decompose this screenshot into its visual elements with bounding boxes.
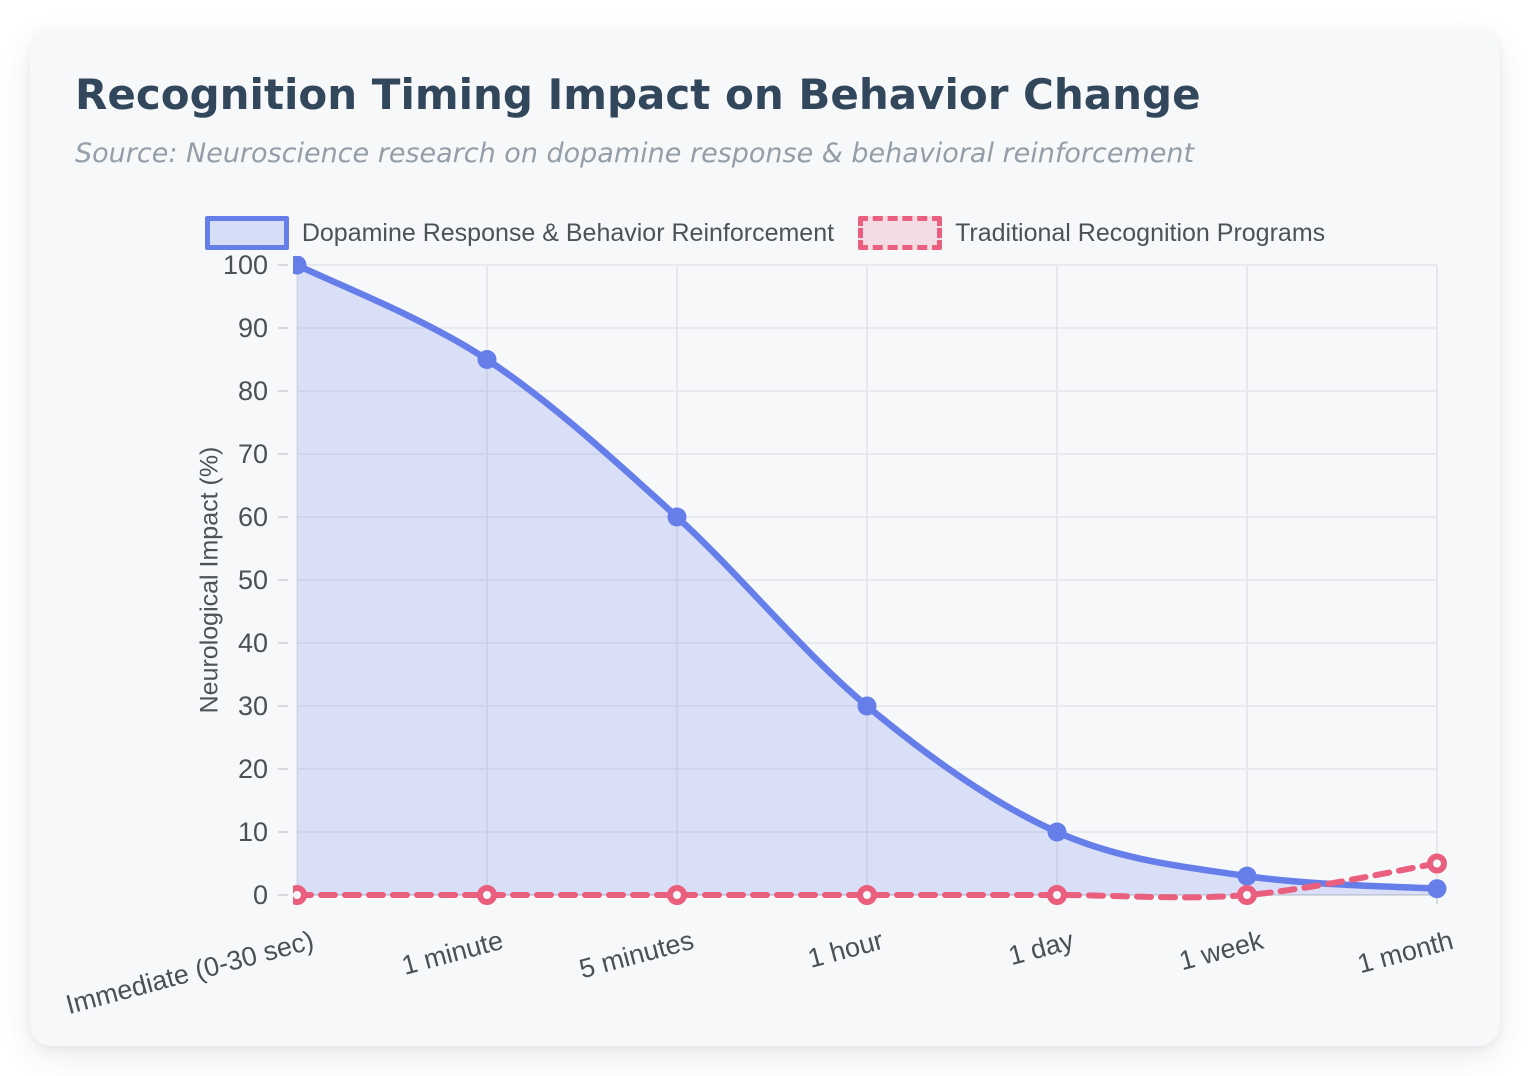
y-tick-label: 20 xyxy=(237,754,268,784)
y-tick-label: 70 xyxy=(237,439,268,469)
y-tick-label: 50 xyxy=(237,565,268,595)
y-tick-label: 90 xyxy=(237,313,268,343)
legend-swatch-dashed-icon xyxy=(858,216,943,250)
y-tick-label: 40 xyxy=(237,628,268,658)
y-tick-label: 30 xyxy=(237,691,268,721)
y-tick-label: 100 xyxy=(222,250,268,280)
legend-item-traditional[interactable]: Traditional Recognition Programs xyxy=(858,216,1325,250)
chart-title: Recognition Timing Impact on Behavior Ch… xyxy=(75,70,1201,119)
chart-card xyxy=(30,30,1500,1046)
y-tick-label: 0 xyxy=(252,880,268,910)
y-tick-label: 80 xyxy=(237,376,268,406)
y-tick-label: 60 xyxy=(237,502,268,532)
legend-label-dopamine: Dopamine Response & Behavior Reinforceme… xyxy=(301,218,835,247)
chart-legend: Dopamine Response & Behavior Reinforceme… xyxy=(0,213,1530,253)
legend-label-traditional: Traditional Recognition Programs xyxy=(955,218,1326,247)
y-axis-title: Neurological Impact (%) xyxy=(195,446,224,714)
legend-swatch-solid-icon xyxy=(204,216,289,250)
chart-source-subtitle: Source: Neuroscience research on dopamin… xyxy=(75,138,1195,169)
legend-item-dopamine[interactable]: Dopamine Response & Behavior Reinforceme… xyxy=(204,216,835,250)
y-tick-label: 10 xyxy=(237,817,268,847)
